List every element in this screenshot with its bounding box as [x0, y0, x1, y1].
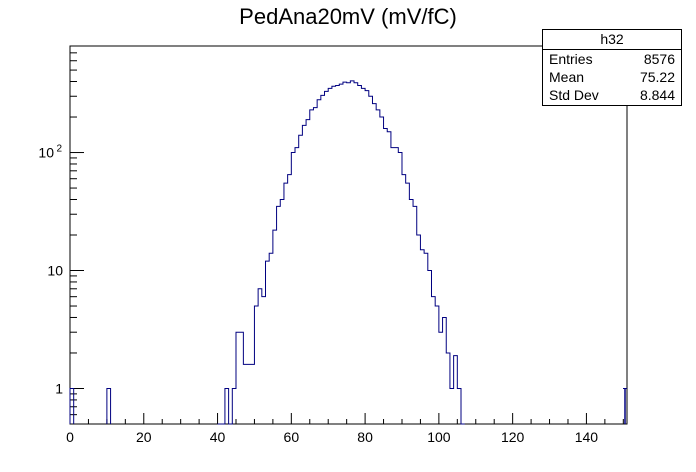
stats-box-title: h32: [543, 30, 681, 50]
stats-row-mean: Mean 75.22: [543, 68, 681, 86]
histogram-outline: [217, 80, 465, 425]
stats-value: 75.22: [639, 69, 675, 85]
x-tick-label: 60: [284, 429, 300, 445]
stats-value: 8.844: [639, 87, 675, 103]
stats-label: Mean: [549, 69, 585, 85]
stats-box: h32 Entries 8576 Mean 75.22 Std Dev 8.84…: [542, 29, 682, 106]
histogram-series: [69, 80, 627, 425]
stats-label: Std Dev: [549, 87, 599, 103]
stats-label: Entries: [549, 51, 593, 67]
y-tick-label-exponent: 2: [56, 144, 62, 155]
stats-row-entries: Entries 8576: [543, 50, 681, 68]
y-tick-label: 10: [47, 263, 63, 279]
x-tick-label: 100: [427, 429, 451, 445]
x-tick-label: 0: [66, 429, 74, 445]
histogram-bin: [106, 387, 112, 424]
x-tick-label: 20: [136, 429, 152, 445]
x-tick-label: 80: [357, 429, 373, 445]
x-tick-label: 40: [210, 429, 226, 445]
stats-value: 8576: [643, 51, 675, 67]
x-axis: 0 20 40 60 80 100 120 140: [66, 413, 624, 445]
y-tick-label: 10: [38, 145, 54, 161]
y-tick-label: 1: [55, 380, 63, 396]
x-tick-label: 120: [501, 429, 525, 445]
stats-row-stddev: Std Dev 8.844: [543, 86, 681, 104]
histogram-bin: [69, 387, 75, 424]
chart-title: PedAna20mV (mV/fC): [239, 4, 457, 29]
x-tick-label: 140: [575, 429, 599, 445]
